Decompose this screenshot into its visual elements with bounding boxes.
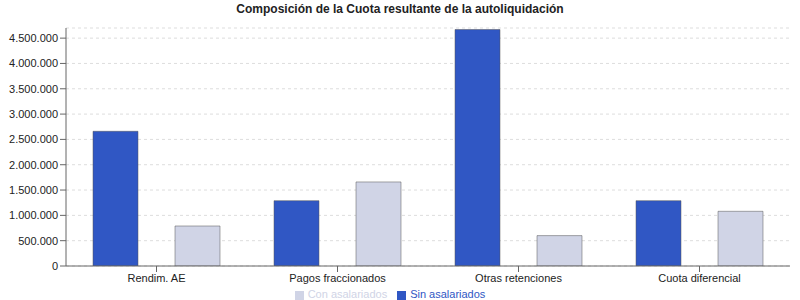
svg-text:0: 0	[52, 260, 58, 272]
svg-text:3.500.000: 3.500.000	[9, 83, 58, 95]
svg-text:2.000.000: 2.000.000	[9, 159, 58, 171]
svg-text:Otras retenciones: Otras retenciones	[475, 272, 562, 284]
svg-text:1.000.000: 1.000.000	[9, 209, 58, 221]
svg-text:2.500.000: 2.500.000	[9, 133, 58, 145]
svg-text:Rendim. AE: Rendim. AE	[127, 272, 185, 284]
html-text:Composición de la Cuota result: Composición de la Cuota resultante de la…	[236, 2, 564, 16]
svg-text:4.000.000: 4.000.000	[9, 57, 58, 69]
svg-text:Pagos fraccionados: Pagos fraccionados	[289, 272, 386, 284]
svg-text:1.500.000: 1.500.000	[9, 184, 58, 196]
html-text:Sin asalariados: Sin asalariados	[410, 288, 486, 300]
svg-text:Cuota diferencial: Cuota diferencial	[658, 272, 741, 284]
svg-text:3.000.000: 3.000.000	[9, 108, 58, 120]
html-text:Con asalariados: Con asalariados	[307, 288, 388, 300]
svg-text:500.000: 500.000	[18, 235, 58, 247]
svg-text:4.500.000: 4.500.000	[9, 32, 58, 44]
